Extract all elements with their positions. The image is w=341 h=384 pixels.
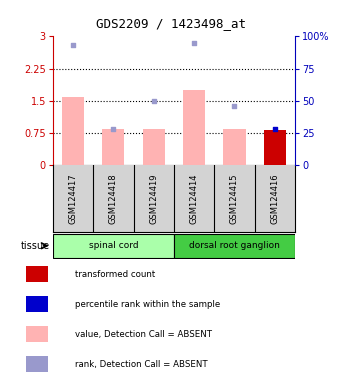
Bar [183, 90, 205, 165]
Bar [26, 266, 48, 282]
Point [151, 98, 157, 104]
Point [191, 40, 197, 46]
Text: GSM124417: GSM124417 [69, 174, 77, 224]
Text: GSM124418: GSM124418 [109, 174, 118, 224]
Point [70, 42, 76, 48]
Bar [53, 233, 174, 258]
Text: tissue: tissue [20, 241, 49, 251]
Bar [143, 129, 165, 165]
Bar [223, 129, 246, 165]
Bar [26, 326, 48, 342]
Text: percentile rank within the sample: percentile rank within the sample [75, 300, 220, 309]
Text: GDS2209 / 1423498_at: GDS2209 / 1423498_at [95, 17, 246, 30]
Text: value, Detection Call = ABSENT: value, Detection Call = ABSENT [75, 329, 212, 339]
Text: GSM124416: GSM124416 [270, 174, 279, 224]
Bar [264, 130, 286, 165]
Bar [62, 96, 84, 165]
Text: dorsal root ganglion: dorsal root ganglion [189, 241, 280, 250]
Point [272, 126, 278, 132]
Bar [26, 356, 48, 372]
Text: GSM124415: GSM124415 [230, 174, 239, 224]
Point [110, 126, 116, 132]
Text: rank, Detection Call = ABSENT: rank, Detection Call = ABSENT [75, 359, 208, 369]
Bar [102, 129, 124, 165]
Point [232, 103, 237, 109]
Bar [174, 233, 295, 258]
Text: GSM124414: GSM124414 [190, 174, 198, 224]
Bar [26, 296, 48, 312]
Text: spinal cord: spinal cord [89, 241, 138, 250]
Text: GSM124419: GSM124419 [149, 174, 158, 224]
Text: transformed count: transformed count [75, 270, 155, 279]
